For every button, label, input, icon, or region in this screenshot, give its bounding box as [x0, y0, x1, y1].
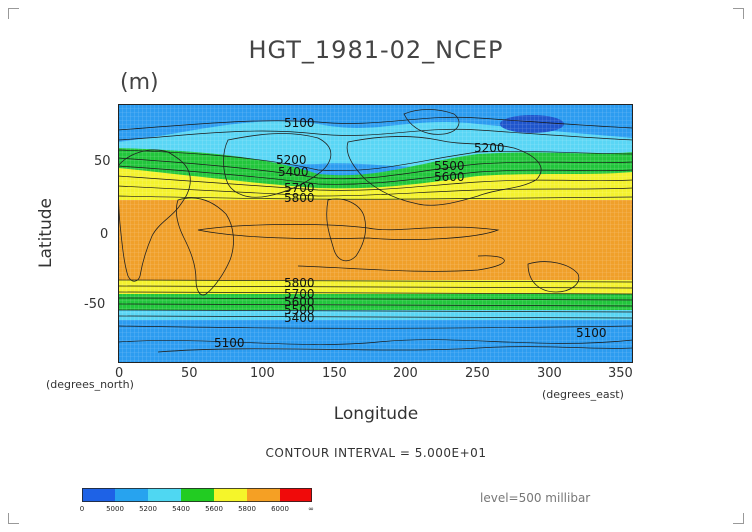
colorbar-label: 0 — [79, 505, 85, 513]
x-tick: 100 — [250, 366, 275, 381]
contour-label: 5500 — [284, 303, 315, 317]
colorbar-swatch — [214, 488, 247, 502]
contour-label: 5400 — [284, 311, 315, 325]
x-tick: 350 — [608, 366, 633, 381]
colorbar-label: 5000 — [106, 505, 124, 513]
colorbar-swatch — [148, 488, 181, 502]
colorbar-label: 5800 — [238, 505, 256, 513]
x-tick: 300 — [537, 366, 562, 381]
colorbar-label: ∞ — [308, 505, 314, 513]
y-tick: -50 — [84, 297, 106, 312]
colorbar-label: 5200 — [139, 505, 157, 513]
contour-labels: 5100 5200 5200 5400 5500 5600 5700 5800 … — [214, 116, 607, 350]
contour-label: 5600 — [284, 295, 315, 309]
contour-label: 5100 — [576, 326, 607, 340]
y-axis-label: Latitude — [36, 198, 56, 268]
corner-mark — [733, 513, 744, 524]
contour-label: 5400 — [278, 165, 309, 179]
colorbar — [82, 488, 312, 502]
colorbar-label: 5600 — [205, 505, 223, 513]
y-tick: 0 — [100, 227, 109, 242]
contour-label: 5700 — [284, 287, 315, 301]
corner-mark — [8, 8, 19, 19]
x-unit-left: (degrees_north) — [46, 378, 134, 391]
x-unit-right: (degrees_east) — [542, 388, 624, 401]
colorbar-swatch — [280, 488, 312, 502]
coastlines — [118, 109, 633, 353]
grid-texture — [118, 104, 633, 363]
contour-label: 5600 — [434, 170, 465, 184]
x-tick: 0 — [115, 366, 124, 381]
y-tick: 50 — [94, 154, 111, 169]
x-tick: 250 — [465, 366, 490, 381]
corner-mark — [8, 513, 19, 524]
map-frame — [118, 104, 633, 363]
colorbar-label: 5400 — [172, 505, 190, 513]
contour-label: 5800 — [284, 191, 315, 205]
units-label: (m) — [120, 70, 159, 95]
x-tick: 50 — [181, 366, 198, 381]
x-tick: 150 — [322, 366, 347, 381]
level-label: level=500 millibar — [480, 491, 591, 505]
contour-label: 5700 — [284, 181, 315, 195]
contour-label: 5100 — [284, 116, 315, 130]
corner-mark — [733, 8, 744, 19]
colorbar-swatch — [82, 488, 115, 502]
contour-interval: CONTOUR INTERVAL = 5.000E+01 — [265, 446, 487, 460]
map-panel: 5100 5200 5200 5400 5500 5600 5700 5800 … — [118, 104, 633, 363]
contour-label: 5200 — [276, 153, 307, 167]
plot-title: HGT_1981-02_NCEP — [248, 36, 504, 64]
colorbar-swatch — [115, 488, 148, 502]
contour-label: 5800 — [284, 276, 315, 290]
contour-label: 5200 — [474, 141, 505, 155]
contour-label: 5500 — [434, 159, 465, 173]
colorbar-label: 6000 — [271, 505, 289, 513]
colorbar-swatch — [181, 488, 214, 502]
x-axis-label: Longitude — [333, 404, 419, 424]
contour-label: 5100 — [214, 336, 245, 350]
x-tick: 200 — [393, 366, 418, 381]
colorbar-swatch — [247, 488, 280, 502]
